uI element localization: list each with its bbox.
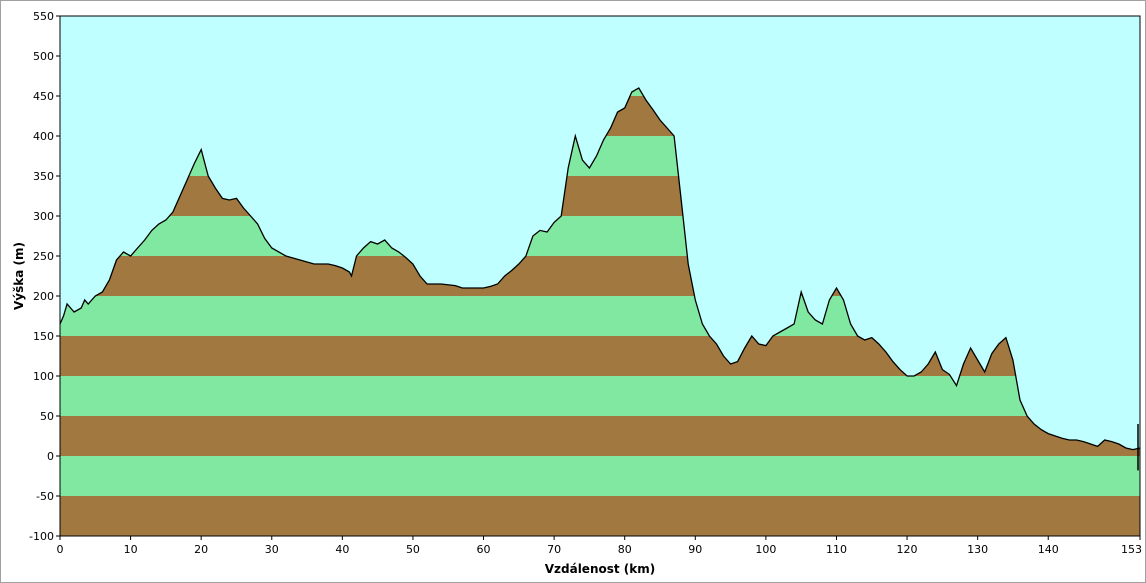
x-tick-label: 130 bbox=[967, 543, 988, 556]
x-tick-label: 70 bbox=[547, 543, 561, 556]
x-tick-label: 140 bbox=[1038, 543, 1059, 556]
sky-area bbox=[60, 16, 1140, 450]
x-tick-label: 80 bbox=[618, 543, 632, 556]
y-tick-label: 400 bbox=[33, 130, 54, 143]
x-tick-label: 10 bbox=[124, 543, 138, 556]
x-tick-label: 60 bbox=[477, 543, 491, 556]
elevation-band bbox=[60, 416, 1140, 456]
y-tick-label: 300 bbox=[33, 210, 54, 223]
elevation-band bbox=[60, 456, 1140, 496]
x-tick-label: 30 bbox=[265, 543, 279, 556]
y-tick-label: 550 bbox=[33, 10, 54, 23]
x-tick-label: 100 bbox=[755, 543, 776, 556]
y-tick-label: -100 bbox=[29, 530, 54, 543]
x-tick-label: 0 bbox=[57, 543, 64, 556]
y-tick-label: 0 bbox=[47, 450, 54, 463]
plot-border bbox=[59, 15, 1141, 537]
x-tick-label: 110 bbox=[826, 543, 847, 556]
elevation-profile-line bbox=[59, 87, 1141, 451]
y-tick-label: 250 bbox=[33, 250, 54, 263]
elevation-band bbox=[60, 376, 1140, 416]
y-tick-label: 500 bbox=[33, 50, 54, 63]
y-tick-label: 350 bbox=[33, 170, 54, 183]
x-axis-title: Vzdálenost (km) bbox=[545, 562, 656, 576]
elevation-band bbox=[60, 496, 1140, 536]
x-tick-label: 90 bbox=[688, 543, 702, 556]
y-tick-label: 150 bbox=[33, 330, 54, 343]
x-tick-label: 50 bbox=[406, 543, 420, 556]
y-tick-label: 100 bbox=[33, 370, 54, 383]
y-tick-label: 450 bbox=[33, 90, 54, 103]
x-tick-label: 153 bbox=[1121, 543, 1142, 556]
x-tick-label: 20 bbox=[194, 543, 208, 556]
y-axis-title: Výška (m) bbox=[12, 242, 26, 310]
x-tick-label: 120 bbox=[897, 543, 918, 556]
y-tick-label: 50 bbox=[40, 410, 54, 423]
x-tick-label: 40 bbox=[335, 543, 349, 556]
y-tick-label: -50 bbox=[36, 490, 54, 503]
y-tick-label: 200 bbox=[33, 290, 54, 303]
